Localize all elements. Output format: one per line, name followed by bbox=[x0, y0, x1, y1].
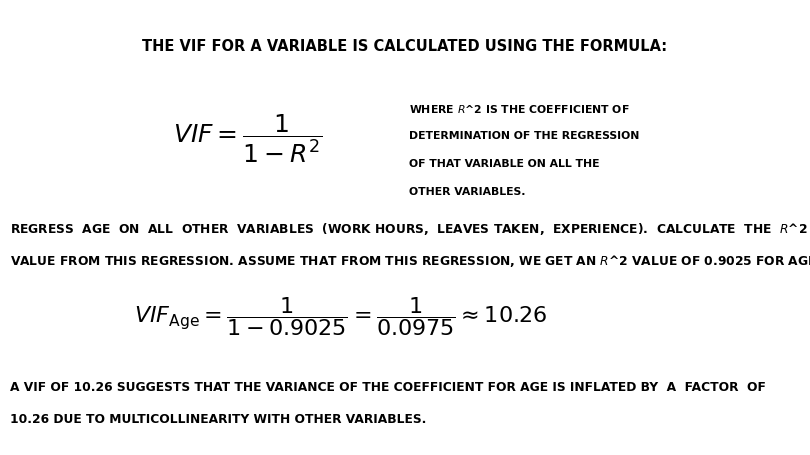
Text: OF THAT VARIABLE ON ALL THE: OF THAT VARIABLE ON ALL THE bbox=[409, 159, 599, 169]
Text: WHERE $\mathit{R}$^2 IS THE COEFFICIENT OF: WHERE $\mathit{R}$^2 IS THE COEFFICIENT … bbox=[409, 102, 629, 114]
Text: $VIF = \dfrac{1}{1 - R^2}$: $VIF = \dfrac{1}{1 - R^2}$ bbox=[173, 113, 322, 165]
Text: OTHER VARIABLES.: OTHER VARIABLES. bbox=[409, 187, 526, 197]
Text: A VIF OF 10.26 SUGGESTS THAT THE VARIANCE OF THE COEFFICIENT FOR AGE IS INFLATED: A VIF OF 10.26 SUGGESTS THAT THE VARIANC… bbox=[10, 380, 765, 393]
Text: 10.26 DUE TO MULTICOLLINEARITY WITH OTHER VARIABLES.: 10.26 DUE TO MULTICOLLINEARITY WITH OTHE… bbox=[10, 412, 426, 425]
Text: REGRESS  AGE  ON  ALL  OTHER  VARIABLES  (WORK HOURS,  LEAVES TAKEN,  EXPERIENCE: REGRESS AGE ON ALL OTHER VARIABLES (WORK… bbox=[10, 221, 808, 237]
Text: THE VIF FOR A VARIABLE IS CALCULATED USING THE FORMULA:: THE VIF FOR A VARIABLE IS CALCULATED USI… bbox=[143, 39, 667, 54]
Text: VALUE FROM THIS REGRESSION. ASSUME THAT FROM THIS REGRESSION, WE GET AN $\mathit: VALUE FROM THIS REGRESSION. ASSUME THAT … bbox=[10, 253, 810, 268]
Text: $VIF_{\mathrm{Age}} = \dfrac{1}{1 - 0.9025} = \dfrac{1}{0.0975} \approx 10.26$: $VIF_{\mathrm{Age}} = \dfrac{1}{1 - 0.90… bbox=[134, 295, 547, 338]
Text: DETERMINATION OF THE REGRESSION: DETERMINATION OF THE REGRESSION bbox=[409, 131, 639, 141]
